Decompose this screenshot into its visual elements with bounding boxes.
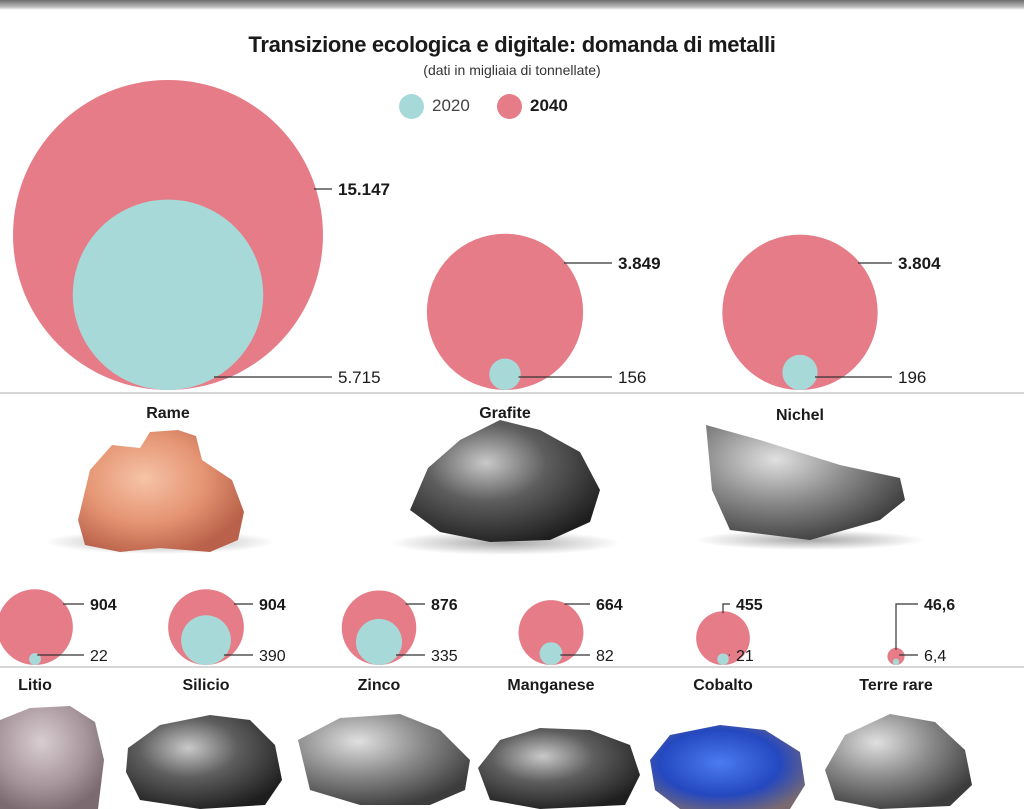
bubble-2020-nichel (782, 354, 818, 390)
value-2020-nichel: 196 (898, 368, 926, 387)
bubble-2020-rame (72, 199, 264, 390)
legend-label-2040: 2040 (530, 96, 568, 115)
bubble-2020-zinco (355, 618, 403, 666)
value-2020-grafite: 156 (618, 368, 646, 387)
cobalto-rock-image (650, 725, 805, 809)
legend-label-2020: 2020 (432, 96, 470, 115)
bubble-2040-grafite (426, 233, 584, 390)
zinco-rock-image (298, 714, 470, 805)
bubble-2040-nichel (722, 234, 878, 390)
bubble-2020-manganese (539, 642, 563, 665)
top-shadow-bar (0, 0, 1024, 10)
value-2020-rame: 5.715 (338, 368, 381, 387)
bubble-2040-terre-rare (887, 647, 905, 665)
value-2040-silicio: 904 (259, 597, 286, 614)
value-2040-litio: 904 (90, 597, 117, 614)
legend-item-2040: 2040 (497, 93, 568, 119)
bubble-2020-cobalto (717, 653, 729, 665)
rame-rock-image (78, 430, 244, 552)
value-2020-terre-rare: 6,4 (924, 648, 946, 665)
legend-swatch-2020 (399, 93, 424, 119)
value-2040-manganese: 664 (596, 597, 623, 614)
category-label-zinco: Zinco (358, 677, 401, 694)
leader-2040-terre-rare (895, 603, 918, 650)
bubble-2020-grafite (489, 358, 521, 390)
rock-images (0, 420, 972, 809)
category-label-manganese: Manganese (507, 677, 594, 694)
chart-subtitle: (dati in migliaia di tonnellate) (423, 62, 601, 78)
category-label-grafite: Grafite (479, 405, 531, 422)
category-label-silicio: Silicio (182, 677, 229, 694)
silicio-rock-image (126, 715, 282, 809)
category-label-litio: Litio (18, 677, 52, 694)
nichel-rock-image (706, 425, 905, 540)
value-2040-nichel: 3.804 (898, 254, 941, 273)
grafite-rock-shadow (390, 531, 620, 555)
category-label-terre-rare: Terre rare (859, 677, 933, 694)
value-2020-cobalto: 21 (736, 648, 754, 665)
leader-2040-cobalto (722, 603, 730, 614)
terre-rare-rock-image (825, 714, 972, 809)
value-2020-silicio: 390 (259, 648, 286, 665)
bubble-2020-silicio (181, 615, 231, 666)
manganese-rock-image (478, 728, 640, 809)
bubble-2040-litio (0, 589, 73, 665)
legend-item-2020: 2020 (399, 93, 470, 119)
litio-rock-image (0, 706, 104, 809)
bubble-2020-terre-rare (892, 658, 900, 665)
value-2020-litio: 22 (90, 648, 108, 665)
bubble-2020-litio (29, 653, 41, 665)
category-label-cobalto: Cobalto (693, 677, 753, 694)
bubble-2040-cobalto (696, 611, 750, 665)
value-2020-zinco: 335 (431, 648, 458, 665)
value-2040-grafite: 3.849 (618, 254, 661, 273)
value-2040-zinco: 876 (431, 597, 458, 614)
value-2040-terre-rare: 46,6 (924, 597, 955, 614)
legend-swatch-2040 (497, 93, 522, 119)
chart-title: Transizione ecologica e digitale: domand… (248, 32, 776, 57)
value-2040-cobalto: 455 (736, 597, 763, 614)
category-label-rame: Rame (146, 405, 190, 422)
value-2020-manganese: 82 (596, 648, 614, 665)
value-2040-rame: 15.147 (338, 180, 390, 199)
bubble-2040-manganese (518, 600, 584, 665)
grafite-rock-image (410, 420, 600, 542)
category-label-nichel: Nichel (776, 407, 824, 424)
